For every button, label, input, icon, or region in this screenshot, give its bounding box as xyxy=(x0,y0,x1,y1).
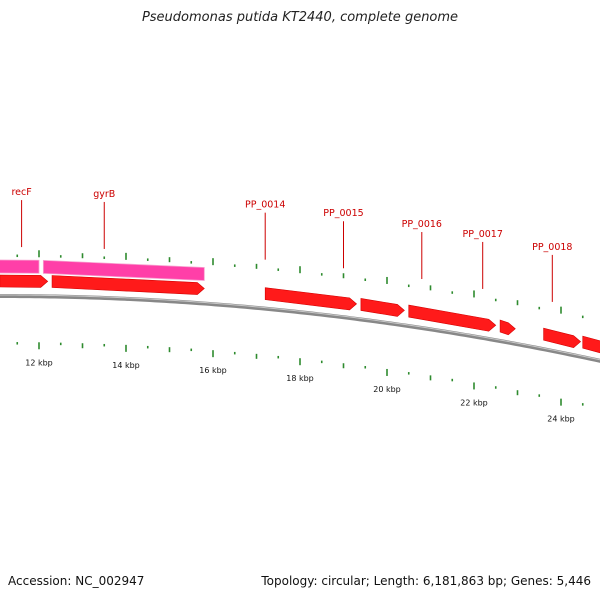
tick-label: 22 kbp xyxy=(460,398,488,407)
genome-summary-text: Topology: circular; Length: 6,181,863 bp… xyxy=(261,574,591,588)
tick-labels-layer: 12 kbp 14 kbp 16 kbp 18 kbp 20 kbp 22 kbp 24 k… xyxy=(25,358,575,423)
map-title: Pseudomonas putida KT2440, complete geno… xyxy=(141,10,459,25)
tick-label: 20 kbp xyxy=(373,385,401,394)
gene-arrow xyxy=(0,274,49,288)
gene-label: recF xyxy=(11,187,31,198)
gene-arrow xyxy=(51,275,205,295)
genome-backbone-highlight xyxy=(0,294,600,361)
tick-label: 14 kbp xyxy=(112,361,140,370)
gene-arrow xyxy=(408,304,497,332)
gene-arrow xyxy=(543,327,582,349)
gene-label: PP_0018 xyxy=(532,242,572,253)
gene-arrow xyxy=(360,298,405,317)
rrna-band-segment xyxy=(0,259,40,274)
tick-label: 16 kbp xyxy=(199,366,227,375)
genome-backbone xyxy=(0,294,600,363)
rrna-band-segment xyxy=(42,259,205,281)
accession-text: Accession: NC_002947 xyxy=(8,574,145,588)
tick-label: 18 kbp xyxy=(286,374,314,383)
gene-label: PP_0016 xyxy=(402,219,442,230)
gene-label: gyrB xyxy=(93,189,115,200)
inner-ticks-layer xyxy=(16,342,584,406)
gene-arrow xyxy=(499,319,516,336)
gene-arrow xyxy=(264,287,358,311)
rrna-band-layer xyxy=(0,259,205,281)
tick-label: 12 kbp xyxy=(25,358,53,367)
gene-labels-layer: dnaNrecFgyrBPP_0014PP_0015PP_0016PP_0017… xyxy=(11,187,572,302)
gene-arrow xyxy=(582,335,600,354)
gene-label: PP_0015 xyxy=(323,208,363,219)
tick-label: 24 kbp xyxy=(547,415,575,424)
gene-label: PP_0014 xyxy=(245,200,285,211)
outer-ticks-layer xyxy=(16,250,584,319)
gene-label: PP_0017 xyxy=(463,229,503,240)
forward-genes-layer xyxy=(0,274,600,354)
